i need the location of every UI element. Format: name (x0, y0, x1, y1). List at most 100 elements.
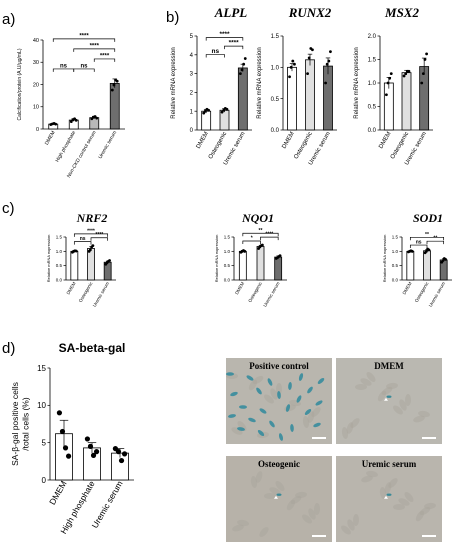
data-point (222, 108, 226, 112)
cell-texture (264, 394, 274, 404)
significance-label: * (251, 236, 253, 242)
micrograph-image (336, 456, 442, 542)
significance-bracket (242, 240, 261, 245)
significance-bracket (242, 232, 279, 237)
data-point (88, 248, 92, 252)
stained-cell (288, 382, 292, 390)
y-tick-label: 0.0 (368, 128, 377, 134)
data-point (242, 62, 246, 66)
data-point (90, 452, 97, 458)
data-point (444, 257, 447, 261)
y-tick-label: 20 (33, 82, 39, 88)
data-point (389, 72, 393, 75)
stained-cell (304, 409, 312, 415)
cell-texture (404, 394, 412, 406)
chart-title: NQO1 (241, 211, 274, 225)
stained-cell (277, 391, 281, 399)
cell-texture (341, 525, 351, 535)
significance-bracket (224, 45, 244, 50)
data-point (225, 107, 229, 111)
stained-cell (269, 420, 275, 428)
y-axis-label: Relative mRNA expression (354, 47, 360, 118)
significance-label: ** (259, 228, 263, 234)
y-axis-label: Relative mRNA expression (214, 235, 219, 283)
data-point (56, 410, 63, 416)
x-tick-label: DMEM (281, 131, 295, 150)
arrowhead-marker (384, 397, 388, 401)
cell-texture (259, 527, 269, 537)
y-tick-label: 1.0 (56, 249, 63, 254)
stained-cell (257, 429, 265, 437)
cell-texture (418, 410, 430, 418)
significance-bracket (52, 38, 116, 42)
cell-texture (393, 405, 403, 415)
data-point (402, 74, 406, 78)
significance-bracket (260, 236, 279, 241)
data-point (421, 72, 425, 75)
data-point (202, 111, 206, 115)
chart-title: NRF2 (76, 211, 108, 225)
arrowhead-marker (384, 495, 388, 499)
significance-bracket (205, 54, 225, 58)
y-tick-label: 4 (190, 53, 194, 59)
significance-bracket (73, 48, 116, 52)
stained-cell (386, 395, 392, 398)
cell-texture (302, 416, 310, 428)
y-axis-label: Relative mRNA expression (257, 47, 263, 118)
stained-cell (278, 433, 284, 441)
y-tick-label: 0.5 (224, 263, 231, 268)
cell-texture (270, 388, 278, 400)
cell-texture (232, 524, 244, 532)
significance-bracket (93, 58, 116, 62)
micrograph-label: Positive control (249, 361, 309, 371)
cell-texture (388, 478, 398, 488)
y-tick-label: 1.5 (56, 235, 63, 240)
y-tick-label: 30 (33, 60, 39, 66)
micrographs-layer: Positive control DMEM Osteogenic Uremic ser… (226, 358, 442, 542)
y-tick-label: 1 (190, 109, 194, 115)
bar (323, 65, 333, 131)
panel-letter-a: a) (2, 11, 15, 28)
micrograph-1: Positive control (226, 358, 332, 444)
data-point (93, 449, 100, 455)
chart-c2: NQO1 0.0 0.5 1.0 1.5 Relative mRNA expression… (214, 211, 287, 308)
data-point (87, 443, 94, 449)
stained-cell (248, 417, 256, 423)
significance-label: **** (229, 40, 240, 47)
cell-texture (255, 471, 263, 483)
y-axis-label: Relative mRNA expression (171, 47, 177, 118)
data-point (121, 451, 128, 457)
y-tick-label: 1.5 (392, 235, 399, 240)
significance-label: **** (95, 232, 103, 238)
bar (419, 66, 430, 131)
y-tick-label: 0 (36, 127, 39, 133)
y-tick-label: 1.5 (271, 34, 280, 40)
data-point (388, 76, 392, 80)
cell-texture (275, 383, 283, 395)
y-tick-label: 1.0 (368, 81, 377, 87)
cell-texture (386, 382, 398, 390)
significance-bracket (90, 237, 109, 241)
chart-b1: ALPL 0 1 2 3 4 5 Relative mRNA expression DMEMOs… (171, 5, 252, 166)
data-point (385, 93, 388, 97)
significance-label: ns (80, 63, 88, 69)
significance-bracket (73, 68, 95, 72)
stained-cell (386, 493, 392, 496)
chart-b3: MSX2 0.0 0.5 1.0 1.5 2.0 Relative mRNA express… (354, 5, 433, 166)
data-point (112, 83, 116, 87)
chart-a: 0 10 20 30 40 Calcification/protein (A.U/µg/m… (17, 33, 125, 179)
significance-label: **** (90, 43, 100, 49)
data-point (207, 108, 210, 112)
y-axis-label-line: /total cells (%) (21, 397, 31, 451)
cell-texture (398, 498, 410, 506)
x-tick-label: Osteogenic (414, 280, 430, 303)
y-tick-label: 2 (190, 91, 194, 97)
cell-texture (404, 492, 414, 502)
x-tick-label: Osteogenic (293, 131, 313, 160)
y-tick-label: 10 (37, 401, 46, 410)
cell-texture (424, 502, 436, 510)
bar (237, 67, 248, 131)
y-axis-label: SA-β-gal positive cells/total cells (%) (10, 382, 31, 466)
cell-texture (313, 503, 321, 515)
